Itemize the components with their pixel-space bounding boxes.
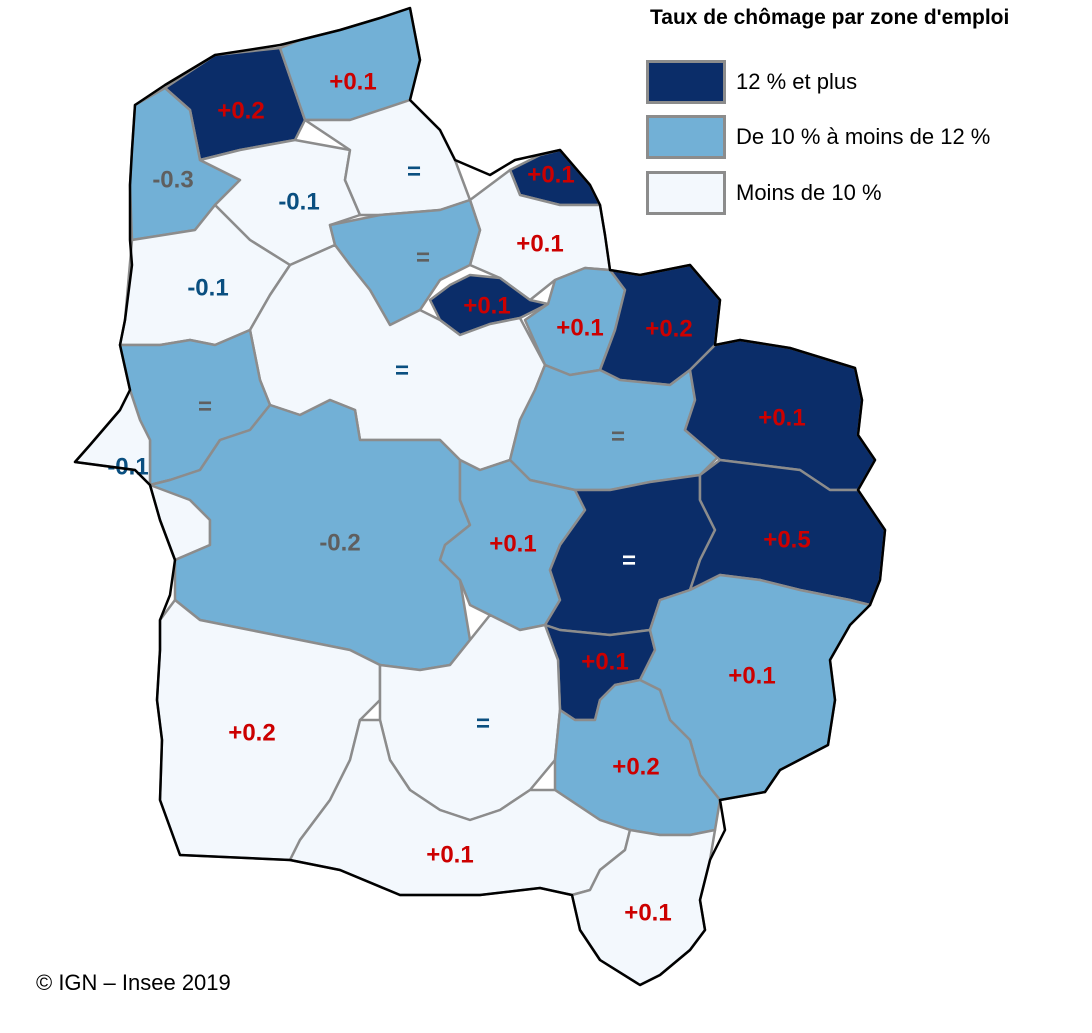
zone-change-label-4: -0.1	[278, 189, 319, 216]
legend-title: Taux de chômage par zone d'emploi	[650, 6, 1010, 29]
zone-change-label-26: +0.2	[612, 754, 659, 781]
zone-change-label-24: +0.2	[228, 720, 275, 747]
zone-change-label-1: +0.2	[217, 98, 264, 125]
legend-swatch-mid	[646, 115, 726, 159]
region-outline	[73, 6, 887, 987]
zone-change-label-2: +0.1	[329, 69, 376, 96]
legend-label-low: Moins de 10 %	[736, 180, 882, 205]
zone-change-label-13: =	[395, 358, 409, 385]
zone-change-label-18: -0.2	[319, 530, 360, 557]
zone-change-label-27: +0.1	[426, 842, 473, 869]
zone-change-label-25: =	[476, 711, 490, 738]
zone-change-label-3: -0.3	[152, 167, 193, 194]
zone-change-label-21: +0.5	[763, 527, 810, 554]
legend-item-high: 12 % et plus	[646, 60, 857, 104]
zone-change-label-10: +0.1	[463, 293, 510, 320]
zone-change-label-15: =	[198, 394, 212, 421]
zone-change-label-12: +0.2	[645, 316, 692, 343]
zone-change-label-11: +0.1	[556, 315, 603, 342]
zone-change-label-5: =	[407, 159, 421, 186]
legend-item-low: Moins de 10 %	[646, 171, 882, 215]
zone-change-label-22: +0.1	[581, 649, 628, 676]
legend-label-high: 12 % et plus	[736, 69, 858, 94]
zone-change-label-20: =	[622, 548, 636, 575]
zone-change-label-6: +0.1	[527, 162, 574, 189]
zone-change-label-9: -0.1	[187, 275, 228, 302]
zone-change-label-16: +0.1	[758, 405, 805, 432]
zone-change-label-7: +0.1	[516, 231, 563, 258]
zone-change-label-28: +0.1	[624, 900, 671, 927]
legend-item-mid: De 10 % à moins de 12 %	[646, 115, 990, 159]
legend-label-mid: De 10 % à moins de 12 %	[736, 124, 991, 149]
zone-change-label-14: =	[611, 424, 625, 451]
legend-swatch-low	[646, 171, 726, 215]
zone-change-label-8: =	[416, 245, 430, 272]
legend-swatch-high	[646, 60, 726, 104]
zone-change-label-19: +0.1	[489, 531, 536, 558]
copyright-credit: © IGN – Insee 2019	[36, 970, 231, 995]
zone-change-label-23: +0.1	[728, 663, 775, 690]
employment-zone-14	[508, 363, 722, 492]
